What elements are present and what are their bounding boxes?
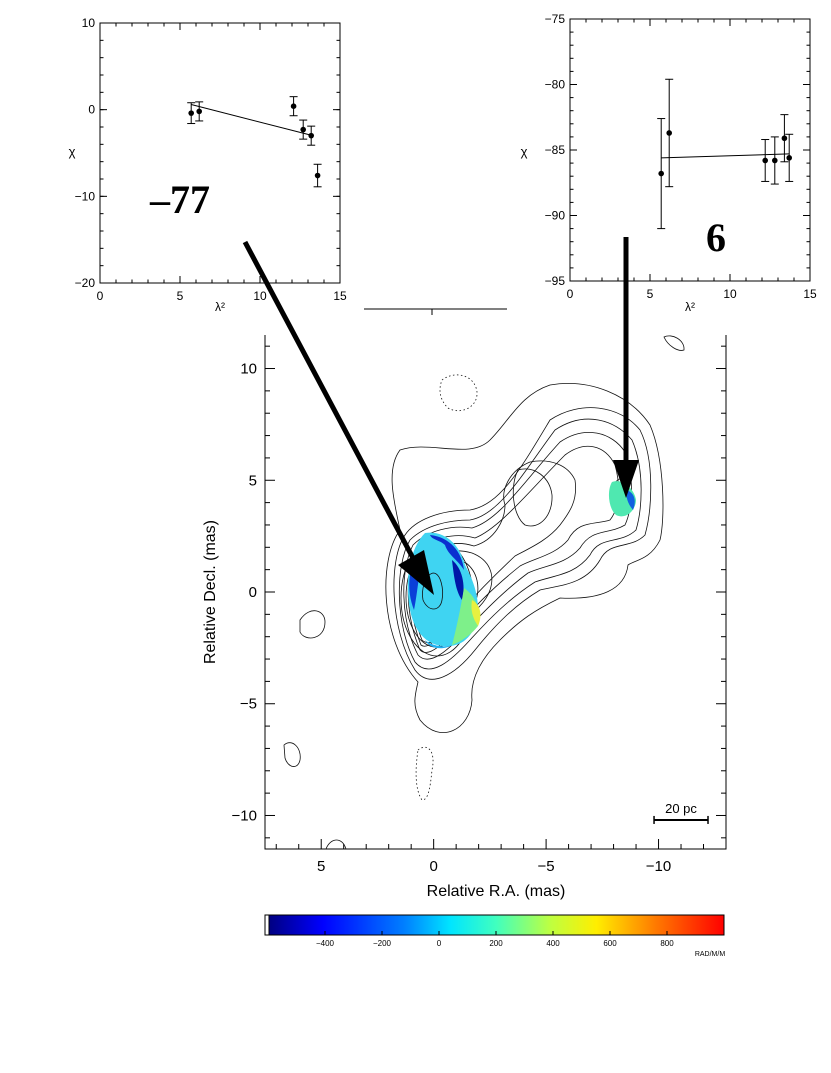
left-inset-x-tick-label: 0 — [97, 289, 104, 303]
map-y-label: Relative Decl. (mas) — [202, 520, 219, 664]
arrows — [242, 237, 639, 595]
rm-core-bottom — [425, 640, 452, 649]
rm-knot-blue-edge — [626, 490, 635, 510]
left-inset-y-label: χ — [69, 144, 76, 159]
right-inset-x-tick-label: 15 — [803, 287, 817, 301]
left-inset-y-tick-label: −10 — [75, 189, 96, 203]
left-inset-plot: 0 5 10 15 −20 −10 0 10 λ² χ –77 — [69, 16, 347, 314]
right-inset-fit-line — [661, 153, 790, 159]
left-inset-data-point — [308, 132, 315, 139]
map-x-tick-label: 5 — [317, 858, 325, 875]
arrow-to-knot-head — [613, 460, 639, 498]
right-inset-frame — [569, 18, 811, 282]
left-inset-x-label: λ² — [215, 300, 225, 314]
right-inset-y-tick-label: −85 — [545, 143, 566, 157]
map-y-tick-label: 5 — [249, 472, 257, 489]
right-inset-x-tick-label: 0 — [567, 287, 574, 301]
left-inset-data-point — [290, 103, 297, 109]
map-x-tick-label: −10 — [646, 858, 671, 875]
colorbar: −400 −200 0 200 400 600 800 RAD/M/M — [264, 914, 726, 958]
arrow-to-core-head — [398, 550, 434, 595]
colorbar-tick-label: 800 — [660, 939, 674, 948]
colorbar-tick-label: −200 — [373, 939, 392, 948]
map-y-tick-label: −10 — [232, 807, 257, 824]
right-inset-y-tick-label: −75 — [545, 12, 566, 26]
left-inset-x-tick-label: 10 — [253, 289, 267, 303]
contour-3 — [398, 418, 642, 670]
left-inset-y-tick-label: −20 — [75, 276, 96, 290]
scale-bar-label: 20 pc — [665, 801, 697, 816]
map-x-label: Relative R.A. (mas) — [427, 883, 566, 900]
left-inset-y-tick-label: 0 — [88, 103, 95, 117]
right-inset-data-point — [666, 130, 672, 136]
right-inset-data-point — [762, 157, 768, 164]
right-inset-data-point — [781, 135, 788, 142]
scale-bar: 20 pc — [653, 801, 709, 824]
rm-core-yellow-edge — [471, 600, 481, 626]
rm-core-blue-edge — [430, 535, 464, 570]
arrow-to-core-shaft — [242, 240, 417, 562]
map-y-tick-label: 10 — [240, 361, 257, 378]
colorbar-tick-label: −400 — [316, 939, 335, 948]
left-inset-x-tick-label: 5 — [177, 289, 184, 303]
left-inset-points — [187, 96, 322, 188]
left-inset-data-point — [300, 126, 307, 133]
colorbar-tick-label: 0 — [437, 939, 442, 948]
left-inset-frame — [99, 22, 341, 284]
contour-negative-top — [439, 374, 478, 412]
map-y-tick-label: −5 — [240, 696, 257, 713]
contour-2 — [393, 407, 652, 680]
right-inset-y-tick-label: −90 — [545, 209, 566, 223]
right-inset-y-tick-label: −95 — [545, 274, 566, 288]
contour-knot-inner — [512, 468, 553, 527]
map-x-tick-label: 0 — [429, 858, 437, 875]
left-inset-rm-annotation: –77 — [149, 177, 210, 222]
contour-negative-bottom — [415, 746, 434, 801]
contour-outer — [385, 383, 664, 733]
contour-small-top-right — [663, 335, 685, 351]
left-inset-x-tick-label: 15 — [333, 289, 347, 303]
map-x-tick-label: −5 — [538, 858, 555, 875]
left-inset-data-point — [314, 172, 321, 179]
left-inset-data-point — [188, 110, 194, 116]
right-inset-data-point — [658, 170, 664, 177]
colorbar-ticks: −400 −200 0 200 400 600 800 — [316, 931, 674, 948]
rm-knot-patch — [608, 481, 636, 517]
colorbar-tick-label: 600 — [603, 939, 617, 948]
left-inset-data-point — [196, 108, 202, 115]
right-inset-points — [657, 78, 794, 230]
right-inset-data-point — [772, 157, 778, 164]
map-ticks: 5 0 −5 −10 10 5 0 −5 −10 — [232, 345, 727, 875]
colorbar-unit: RAD/M/M — [695, 951, 726, 958]
rm-core-dark-edge — [452, 560, 464, 600]
right-inset-plot: 0 5 10 15 −95 −90 −85 −80 −75 λ² χ 6 — [521, 12, 817, 314]
left-inset-y-tick-label: 10 — [82, 16, 96, 30]
colorbar-tick-label: 200 — [489, 939, 503, 948]
main-map-plot: 5 0 −5 −10 10 5 0 −5 −10 — [202, 237, 727, 900]
left-inset-fit-line — [191, 103, 313, 137]
right-inset-x-label: λ² — [685, 300, 695, 314]
right-inset-x-tick-label: 5 — [647, 287, 654, 301]
right-inset-ticks: 0 5 10 15 −95 −90 −85 −80 −75 — [545, 12, 817, 301]
colorbar-tick-label: 400 — [546, 939, 560, 948]
colorbar-white-end — [264, 914, 270, 936]
left-inset-ticks: 0 5 10 15 −20 −10 0 10 — [75, 16, 347, 303]
right-inset-data-point — [786, 155, 792, 161]
contour-small-bottom-left — [283, 742, 301, 767]
contour-small-bottom — [325, 839, 347, 850]
right-inset-y-label: χ — [521, 144, 528, 159]
right-inset-x-tick-label: 10 — [723, 287, 737, 301]
map-y-tick-label: 0 — [249, 584, 257, 601]
negative-contours — [415, 374, 478, 801]
right-inset-rm-annotation: 6 — [706, 215, 726, 260]
right-inset-y-tick-label: −80 — [545, 78, 566, 92]
contour-small-left — [299, 610, 326, 639]
